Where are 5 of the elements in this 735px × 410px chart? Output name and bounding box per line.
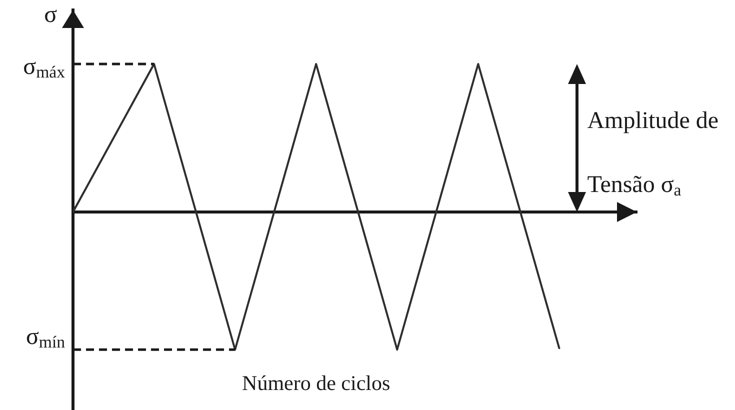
text: Amplitude de Tensão σ$_{a}$ — [587, 108, 719, 200]
ref-line-label: σ$_{máx}$ — [23, 54, 65, 82]
y-axis-title: σ — [44, 2, 57, 28]
x-axis-title: Número de ciclos — [241, 370, 392, 396]
ref-line-label: σ$_{mín}$ — [26, 324, 65, 352]
